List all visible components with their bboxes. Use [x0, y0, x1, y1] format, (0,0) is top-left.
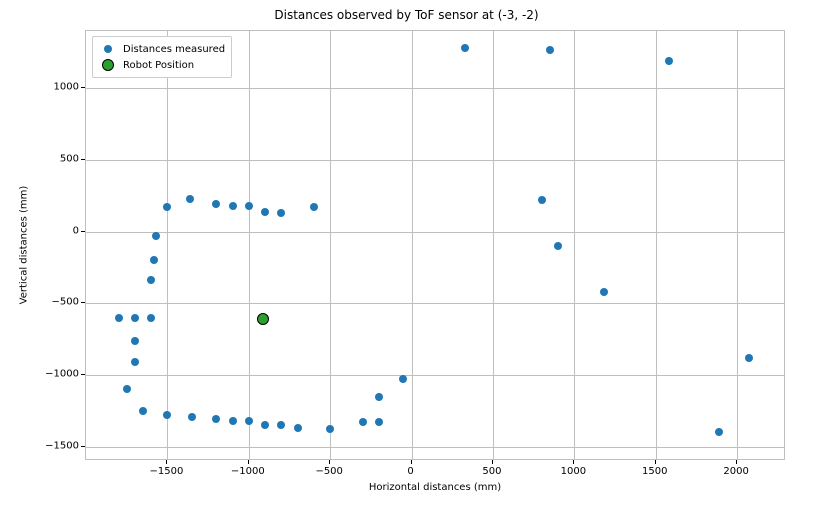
tick-mark-y	[81, 374, 85, 375]
data-point	[147, 314, 155, 322]
grid-line-vertical	[656, 31, 657, 459]
grid-line-horizontal	[86, 303, 784, 304]
y-tick-label: 1000	[54, 82, 79, 93]
tick-mark-x	[329, 460, 330, 464]
legend-marker-dot	[104, 45, 112, 53]
grid-line-vertical	[330, 31, 331, 459]
data-point	[261, 421, 269, 429]
data-point	[131, 314, 139, 322]
data-point	[375, 418, 383, 426]
data-point	[359, 418, 367, 426]
legend: Distances measured Robot Position	[92, 36, 232, 78]
data-point	[212, 200, 220, 208]
data-point	[188, 413, 196, 421]
x-tick-label: 500	[482, 466, 501, 477]
tick-mark-y	[81, 302, 85, 303]
data-point	[245, 417, 253, 425]
data-point	[261, 208, 269, 216]
scatter-chart: Distances observed by ToF sensor at (-3,…	[0, 0, 813, 508]
tick-mark-y	[81, 159, 85, 160]
legend-marker	[99, 44, 117, 54]
tick-mark-x	[166, 460, 167, 464]
data-point	[229, 417, 237, 425]
y-tick-label: 500	[60, 154, 79, 165]
tick-mark-x	[736, 460, 737, 464]
x-tick-label: 1500	[642, 466, 667, 477]
tick-mark-x	[492, 460, 493, 464]
data-point	[538, 196, 546, 204]
grid-line-horizontal	[86, 375, 784, 376]
data-point	[277, 421, 285, 429]
data-point	[399, 375, 407, 383]
data-point	[229, 202, 237, 210]
y-tick-label: 0	[73, 225, 79, 236]
chart-title: Distances observed by ToF sensor at (-3,…	[0, 8, 813, 22]
grid-line-horizontal	[86, 232, 784, 233]
data-point	[375, 393, 383, 401]
data-point	[310, 203, 318, 211]
legend-marker	[99, 60, 117, 70]
x-axis-label: Horizontal distances (mm)	[369, 482, 501, 493]
data-point	[186, 195, 194, 203]
grid-line-vertical	[412, 31, 413, 459]
grid-line-vertical	[249, 31, 250, 459]
data-point	[326, 425, 334, 433]
tick-mark-y	[81, 231, 85, 232]
x-tick-label: −1500	[149, 466, 183, 477]
data-point	[665, 57, 673, 65]
data-point	[123, 385, 131, 393]
plot-area	[85, 30, 785, 460]
legend-label: Distances measured	[123, 44, 225, 55]
tick-mark-x	[411, 460, 412, 464]
y-tick-label: −500	[52, 297, 79, 308]
legend-label: Robot Position	[123, 60, 194, 71]
data-point	[147, 276, 155, 284]
legend-entry: Robot Position	[99, 57, 225, 73]
data-point	[139, 407, 147, 415]
data-point	[115, 314, 123, 322]
legend-marker-dot	[102, 59, 114, 71]
y-tick-label: −1000	[45, 369, 79, 380]
grid-line-vertical	[574, 31, 575, 459]
data-point	[554, 242, 562, 250]
data-point	[257, 313, 269, 325]
data-point	[277, 209, 285, 217]
data-point	[715, 428, 723, 436]
grid-line-horizontal	[86, 88, 784, 89]
data-point	[163, 203, 171, 211]
grid-line-horizontal	[86, 160, 784, 161]
data-point	[461, 44, 469, 52]
tick-mark-x	[573, 460, 574, 464]
tick-mark-y	[81, 87, 85, 88]
x-tick-label: 1000	[561, 466, 586, 477]
x-tick-label: −500	[315, 466, 342, 477]
y-tick-label: −1500	[45, 440, 79, 451]
grid-line-vertical	[167, 31, 168, 459]
tick-mark-x	[655, 460, 656, 464]
grid-line-vertical	[493, 31, 494, 459]
data-point	[294, 424, 302, 432]
data-point	[131, 337, 139, 345]
tick-mark-x	[248, 460, 249, 464]
data-point	[212, 415, 220, 423]
data-point	[131, 358, 139, 366]
data-point	[163, 411, 171, 419]
data-point	[150, 256, 158, 264]
grid-line-horizontal	[86, 447, 784, 448]
x-tick-label: 0	[407, 466, 413, 477]
data-point	[152, 232, 160, 240]
data-point	[745, 354, 753, 362]
tick-mark-y	[81, 446, 85, 447]
data-point	[546, 46, 554, 54]
x-tick-label: 2000	[723, 466, 748, 477]
y-axis-label: Vertical distances (mm)	[19, 186, 30, 305]
legend-entry: Distances measured	[99, 41, 225, 57]
data-point	[600, 288, 608, 296]
data-point	[245, 202, 253, 210]
x-tick-label: −1000	[231, 466, 265, 477]
grid-line-vertical	[737, 31, 738, 459]
